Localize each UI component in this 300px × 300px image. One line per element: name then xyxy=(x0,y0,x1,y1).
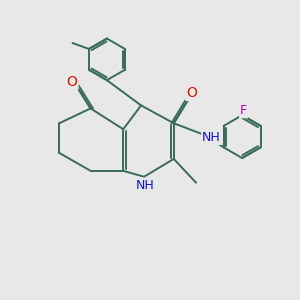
Text: O: O xyxy=(186,86,197,100)
Text: NH: NH xyxy=(202,131,221,144)
Text: O: O xyxy=(67,75,78,88)
Text: F: F xyxy=(240,104,247,117)
Text: NH: NH xyxy=(136,178,155,192)
